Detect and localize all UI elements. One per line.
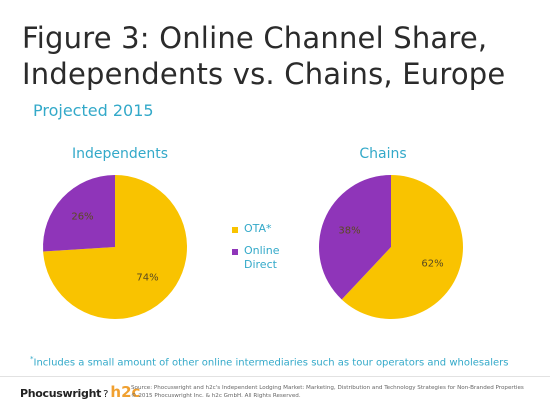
legend-swatch-online-direct <box>232 249 238 255</box>
legend-label-online-direct: Online Direct <box>244 244 280 271</box>
pie-chart-independents: 74% 26% <box>43 175 187 319</box>
chart-title-chains: Chains <box>359 146 407 162</box>
legend: OTA* Online Direct <box>232 222 322 280</box>
logo: Phocuswright? h2c <box>20 383 140 401</box>
legend-item-online-direct: Online Direct <box>232 244 322 272</box>
data-label-chains-ota: 62% <box>421 258 443 269</box>
logo-h2c: h2c <box>110 383 141 401</box>
logo-phocuswright: Phocuswright <box>20 387 102 400</box>
footnote-marker: * <box>30 355 34 363</box>
footnote-text: Includes a small amount of other online … <box>33 357 509 369</box>
pie-slice-chains-ota <box>341 175 463 319</box>
title-line-2: Independents vs. Chains, Europe <box>22 57 506 91</box>
pie-slice-chains-online-direct <box>319 175 391 300</box>
source-note: Source: Phocuswright and h2c's Independe… <box>131 384 541 400</box>
logo-mark-icon: ? <box>103 389 109 400</box>
data-label-independents-ota: 74% <box>136 273 158 284</box>
pie-slice-independents-ota <box>43 175 187 319</box>
footer-divider <box>0 376 550 377</box>
legend-swatch-ota <box>232 227 238 233</box>
pie-chart-chains: 62% 38% <box>319 175 463 319</box>
legend-item-ota: OTA* <box>232 222 322 236</box>
pie-slice-independents-online-direct <box>43 175 115 252</box>
data-label-independents-online-direct: 26% <box>71 211 93 222</box>
footnote: *Includes a small amount of other online… <box>30 355 540 368</box>
legend-label-ota: OTA* <box>244 222 272 235</box>
source-line-2: © 2015 Phocuswright Inc. & h2c GmbH. All… <box>131 393 301 399</box>
chart-title-independents: Independents <box>71 146 169 162</box>
title-line-1: Figure 3: Online Channel Share, <box>22 21 488 55</box>
source-line-1: Source: Phocuswright and h2c's Independe… <box>131 385 524 391</box>
subtitle: Projected 2015 <box>33 101 154 120</box>
page-title: Figure 3: Online Channel Share, Independ… <box>22 20 542 92</box>
data-label-chains-online-direct: 38% <box>338 226 360 237</box>
